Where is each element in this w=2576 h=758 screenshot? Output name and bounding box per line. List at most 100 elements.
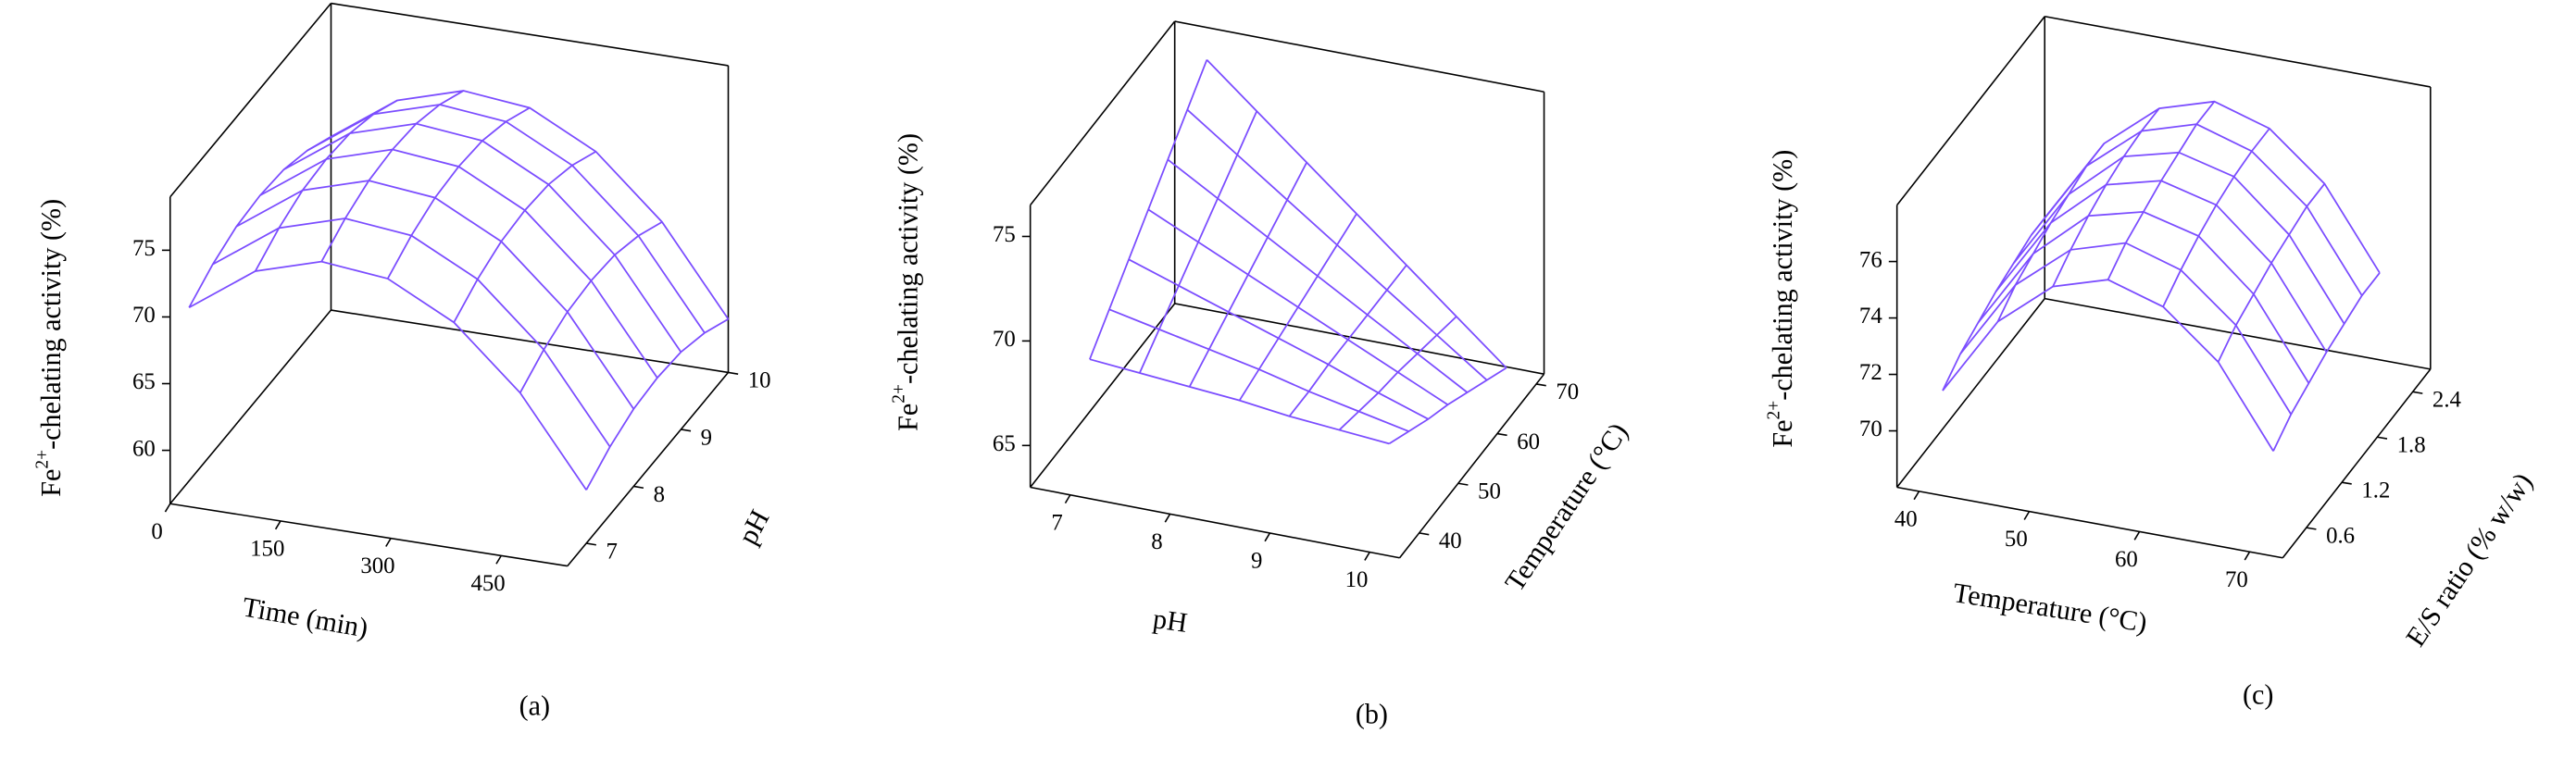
caption: (a) [519,690,550,722]
y-tick [2412,391,2423,394]
box-line [331,2,729,67]
y-tick-label: 0.6 [2326,523,2355,548]
z-tick-label: 70 [132,303,156,328]
caption: (c) [2243,678,2273,710]
y-tick [586,542,596,546]
box-line [169,309,332,504]
surface-line [282,122,682,353]
surface-line [2162,128,2270,307]
z-axis-label-part: -chelating activity (%) [35,199,67,450]
z-axis-label: Fe2+-chelating activity (%) [890,133,923,431]
axis-line [1030,486,1400,559]
y-axis-label: E/S ratio (% w/w) [2399,467,2538,652]
y-tick-label: 9 [701,425,712,450]
x-tick-label: 0 [151,519,162,544]
y-tick-label: 10 [748,368,771,393]
x-tick [1164,513,1171,523]
x-tick [2023,511,2031,520]
surface-line [1188,162,1307,388]
x-tick-label: 9 [1251,549,1262,574]
y-tick [681,429,692,432]
z-axis-label: Fe2+-chelating activity (%) [33,199,67,497]
y-tick-label: 50 [1478,479,1501,504]
box-line [2045,15,2431,88]
y-tick [2341,481,2352,485]
surface-line [2031,123,2363,296]
y-tick-label: 70 [1556,379,1579,404]
surface-line [1089,358,1390,445]
z-axis-label-part: Fe [35,469,67,497]
z-axis-label-part: 2+ [33,450,53,469]
surface-line [1942,211,2050,391]
surface-line [453,150,596,323]
surface-line [212,217,611,448]
x-axis-label: Temperature (°C) [1951,577,2149,639]
surface-line [386,106,531,280]
y-tick [1457,482,1469,486]
z-tick-label: 60 [132,436,156,461]
z-tick-label: 65 [993,431,1016,456]
y-tick [633,485,644,490]
y-tick [2377,436,2388,440]
surface-line [585,317,729,491]
surface-line [2107,101,2216,280]
z-tick-label: 70 [1859,416,1882,441]
axis-line [2282,368,2432,559]
surface-line [1996,143,2106,322]
box-line [1896,16,2045,206]
x-tick [1064,494,1071,504]
z-tick-label: 65 [132,369,156,394]
y-axis-label: pH [732,504,775,549]
surface-line [259,148,658,379]
z-tick-label: 70 [993,327,1016,352]
surface-line [1238,213,1357,402]
x-tick [1364,552,1370,561]
x-tick-label: 50 [2005,527,2028,552]
z-axis-label-part: 2+ [1765,401,1784,420]
z-axis-label-part: -chelating activity (%) [892,133,923,384]
surface-line [1388,367,1507,445]
caption: (b) [1356,699,1388,730]
x-tick-label: 10 [1345,567,1369,592]
box-line [1174,303,1544,375]
z-axis-label: Fe2+-chelating activity (%) [1765,150,1798,448]
x-tick-label: 150 [250,537,284,562]
y-tick-label: 7 [606,539,617,564]
x-tick-label: 70 [2225,567,2248,592]
x-tick-label: 300 [360,553,394,578]
z-tick-label: 76 [1859,247,1882,272]
z-axis-label-part: -chelating activity (%) [1767,150,1798,401]
box-line [331,309,729,374]
surface-line [1338,316,1457,431]
y-tick [2306,527,2317,530]
x-tick-label: 40 [1894,506,1918,531]
box-line [2045,297,2431,370]
x-tick [164,503,171,513]
y-tick [728,371,739,375]
x-tick-label: 8 [1151,529,1162,554]
y-tick [1535,383,1546,387]
x-tick [2244,551,2251,561]
surface-line [1089,59,1208,360]
x-tick [274,520,281,530]
surface-line [188,135,331,308]
axis-line [1398,373,1545,559]
box-line [169,3,332,198]
y-tick-label: 1.8 [2397,433,2426,458]
axis-line [1896,486,2283,559]
z-axis-label-part: Fe [892,404,923,431]
y-tick-label: 1.2 [2361,478,2390,503]
surface-line [2217,183,2326,363]
x-axis-label: pH [1151,603,1189,639]
x-tick-label: 7 [1051,510,1062,535]
surface-line [254,99,398,272]
z-tick-label: 74 [1859,304,1882,329]
y-tick-label: 60 [1517,429,1540,454]
x-tick-label: 60 [2115,547,2138,572]
surface-line [320,90,464,263]
box-line [1030,303,1176,488]
box-line [1030,20,1176,206]
x-axis-label: Time (min) [240,590,370,643]
axis-line [567,371,730,567]
